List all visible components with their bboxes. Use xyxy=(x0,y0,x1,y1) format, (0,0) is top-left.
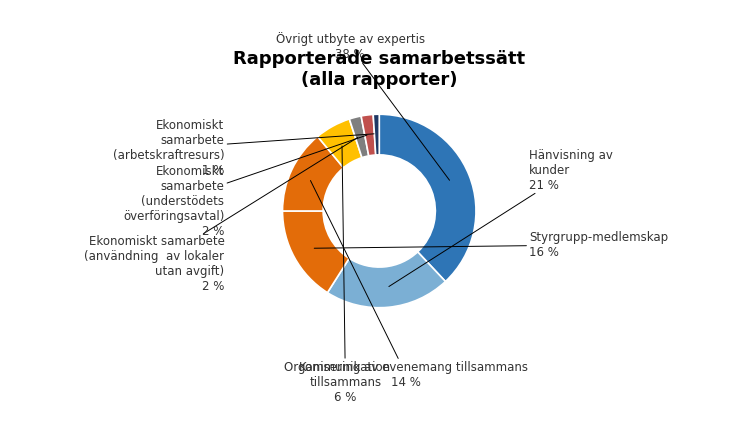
Wedge shape xyxy=(283,211,350,293)
Text: Organisering av evenemang tillsammans
14 %: Organisering av evenemang tillsammans 14… xyxy=(284,181,528,389)
Wedge shape xyxy=(362,114,376,156)
Text: Kommunikation
tillsammans
6 %: Kommunikation tillsammans 6 % xyxy=(299,146,392,404)
Text: Ekonomiskt
samarbete
(understödets
överföringsavtal)
2 %: Ekonomiskt samarbete (understödets överf… xyxy=(123,135,367,238)
Text: Hänvisning av
kunder
21 %: Hänvisning av kunder 21 % xyxy=(389,149,613,286)
Wedge shape xyxy=(317,119,362,168)
Title: Rapporterade samarbetssätt
(alla rapporter): Rapporterade samarbetssätt (alla rapport… xyxy=(233,50,525,89)
Text: Övrigt utbyte av expertis
38 %: Övrigt utbyte av expertis 38 % xyxy=(276,32,449,180)
Text: Styrgrupp-medlemskap
16 %: Styrgrupp-medlemskap 16 % xyxy=(314,231,668,259)
Wedge shape xyxy=(380,114,476,282)
Wedge shape xyxy=(328,252,446,308)
Text: Ekonomiskt samarbete
(användning  av lokaler
utan avgift)
2 %: Ekonomiskt samarbete (användning av loka… xyxy=(85,137,358,293)
Wedge shape xyxy=(374,114,380,155)
Wedge shape xyxy=(283,136,344,211)
Wedge shape xyxy=(350,116,369,158)
Text: Ekonomiskt
samarbete
(arbetskraftresurs)
1 %: Ekonomiskt samarbete (arbetskraftresurs)… xyxy=(112,119,374,177)
